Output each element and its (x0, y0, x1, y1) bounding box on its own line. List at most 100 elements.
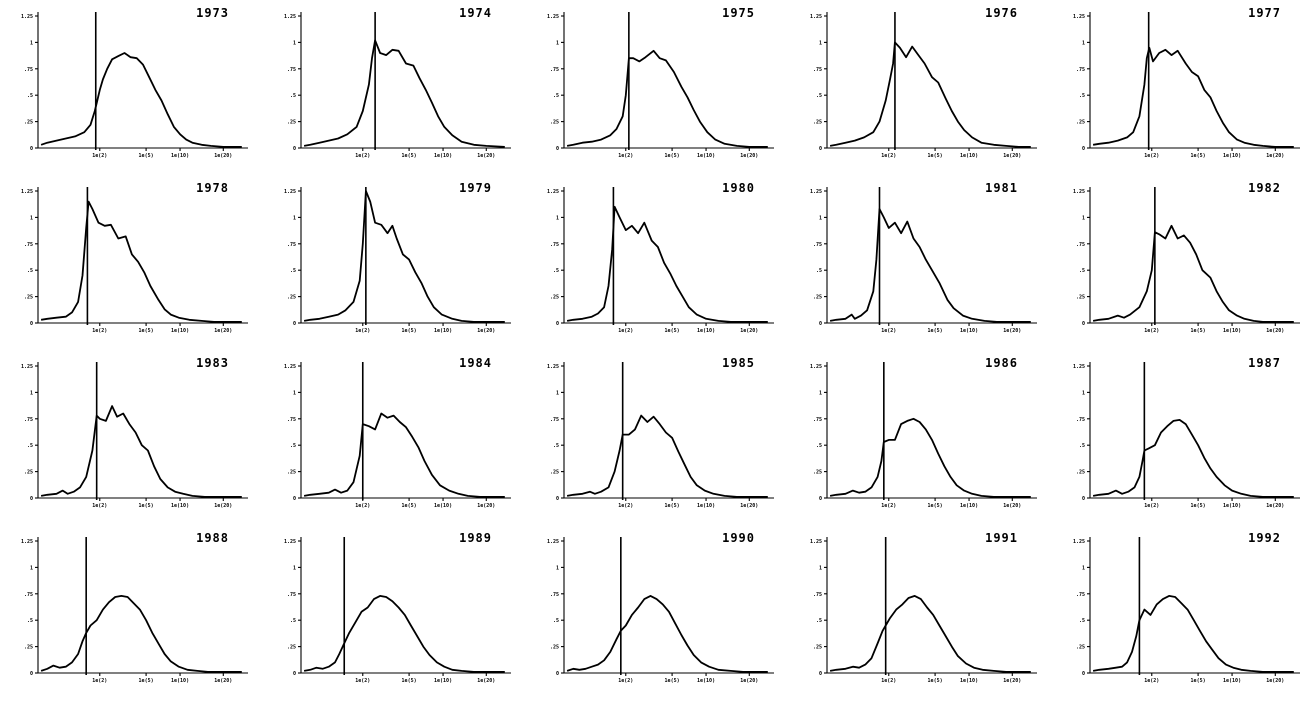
y-tick-label: 1 (1082, 40, 1085, 46)
x-tick-label: 1e(20) (214, 678, 232, 684)
x-tick-label: 1e(5) (139, 678, 154, 684)
chart-panel: 1987 0 .25 .5 .75 1 1.25 1e(2) 1e(5) 1e(10) 1e(20) (1052, 350, 1315, 525)
y-tick-label: .5 (816, 618, 822, 624)
x-tick-label: 1e(2) (1144, 678, 1159, 684)
y-tick-label: 1.25 (1073, 189, 1085, 195)
y-tick-label: .5 (816, 268, 822, 274)
x-tick-label: 1e(20) (1266, 153, 1284, 159)
y-tick-label: 1 (556, 390, 559, 396)
x-tick-label: 1e(2) (881, 153, 896, 159)
chart-svg: 0 .25 .5 .75 1 1.25 1e(2) 1e(5) 1e(10) 1e(20) (1073, 187, 1300, 334)
y-tick-label: 1.25 (810, 364, 822, 370)
x-tick-label: 1e(20) (1266, 328, 1284, 334)
x-tick-label: 1e(2) (618, 503, 633, 509)
chart-title: 1974 (459, 6, 492, 20)
y-tick-label: 1 (30, 215, 33, 221)
x-tick-label: 1e(10) (171, 328, 189, 334)
x-tick-label: 1e(20) (477, 328, 495, 334)
y-tick-label: .75 (1076, 242, 1085, 248)
x-tick-label: 1e(20) (214, 328, 232, 334)
y-tick-label: 1.25 (547, 14, 559, 20)
y-tick-label: .75 (24, 592, 33, 598)
y-tick-label: 1.25 (21, 364, 33, 370)
x-tick-label: 1e(2) (881, 678, 896, 684)
y-tick-label: .25 (813, 295, 822, 301)
x-tick-label: 1e(5) (928, 678, 943, 684)
chart-panel: 1983 0 .25 .5 .75 1 1.25 1e(2) 1e(5) 1e(10) 1e(20) (0, 350, 263, 525)
chart-title: 1980 (722, 181, 755, 195)
series-line (1092, 46, 1294, 148)
y-tick-label: .5 (290, 93, 296, 99)
chart-panel: 1984 0 .25 .5 .75 1 1.25 1e(2) 1e(5) 1e(10) 1e(20) (263, 350, 526, 525)
x-tick-label: 1e(5) (402, 678, 417, 684)
y-tick-label: .5 (290, 443, 296, 449)
y-tick-label: .75 (1076, 417, 1085, 423)
series-line (303, 412, 505, 498)
y-tick-label: .75 (1076, 67, 1085, 73)
x-tick-label: 1e(20) (740, 678, 758, 684)
y-tick-label: 0 (30, 671, 33, 677)
y-tick-label: .5 (816, 443, 822, 449)
y-tick-label: 1.25 (810, 539, 822, 545)
y-tick-label: 0 (819, 321, 822, 327)
chart-panel: 1977 0 .25 .5 .75 1 1.25 1e(2) 1e(5) 1e(10) 1e(20) (1052, 0, 1315, 175)
y-tick-label: .25 (1076, 295, 1085, 301)
chart-panel: 1979 0 .25 .5 .75 1 1.25 1e(2) 1e(5) 1e(10) 1e(20) (263, 175, 526, 350)
x-tick-label: 1e(20) (740, 328, 758, 334)
y-tick-label: 1.25 (21, 539, 33, 545)
chart-panel: 1985 0 .25 .5 .75 1 1.25 1e(2) 1e(5) 1e(10) 1e(20) (526, 350, 789, 525)
y-tick-label: 1 (1082, 565, 1085, 571)
x-tick-label: 1e(2) (618, 678, 633, 684)
chart-svg: 0 .25 .5 .75 1 1.25 1e(2) 1e(5) 1e(10) 1e(20) (810, 537, 1037, 684)
x-tick-label: 1e(2) (881, 503, 896, 509)
y-tick-label: 0 (293, 671, 296, 677)
y-tick-label: .25 (24, 645, 33, 651)
y-tick-label: 1.25 (284, 539, 296, 545)
chart-svg: 0 .25 .5 .75 1 1.25 1e(2) 1e(5) 1e(10) 1e(20) (547, 537, 774, 684)
chart-panel: 1988 0 .25 .5 .75 1 1.25 1e(2) 1e(5) 1e(10) 1e(20) (0, 525, 263, 700)
x-tick-label: 1e(5) (928, 503, 943, 509)
x-tick-label: 1e(20) (1266, 678, 1284, 684)
y-tick-label: .25 (550, 645, 559, 651)
y-tick-label: 0 (30, 146, 33, 152)
y-tick-label: 0 (293, 496, 296, 502)
y-tick-label: .5 (553, 268, 559, 274)
y-tick-label: 1.25 (1073, 14, 1085, 20)
chart-svg: 0 .25 .5 .75 1 1.25 1e(2) 1e(5) 1e(10) 1e(20) (810, 187, 1037, 334)
y-tick-label: .5 (1079, 268, 1085, 274)
y-tick-label: .25 (24, 470, 33, 476)
chart-svg: 0 .25 .5 .75 1 1.25 1e(2) 1e(5) 1e(10) 1e(20) (810, 12, 1037, 159)
x-tick-label: 1e(10) (1223, 678, 1241, 684)
x-tick-label: 1e(20) (214, 153, 232, 159)
x-tick-label: 1e(20) (477, 153, 495, 159)
y-tick-label: .25 (24, 120, 33, 126)
y-tick-label: .5 (1079, 93, 1085, 99)
y-tick-label: .25 (1076, 120, 1085, 126)
chart-svg: 0 .25 .5 .75 1 1.25 1e(2) 1e(5) 1e(10) 1e(20) (21, 12, 248, 159)
y-tick-label: 1 (556, 40, 559, 46)
x-tick-label: 1e(2) (355, 328, 370, 334)
y-tick-label: 1.25 (21, 14, 33, 20)
x-tick-label: 1e(20) (1003, 153, 1021, 159)
y-tick-label: .75 (550, 417, 559, 423)
x-tick-label: 1e(10) (1223, 153, 1241, 159)
chart-panel: 1986 0 .25 .5 .75 1 1.25 1e(2) 1e(5) 1e(10) 1e(20) (789, 350, 1052, 525)
chart-svg: 0 .25 .5 .75 1 1.25 1e(2) 1e(5) 1e(10) 1e(20) (21, 187, 248, 334)
y-tick-label: .75 (24, 417, 33, 423)
y-tick-label: .75 (813, 242, 822, 248)
chart-panel: 1976 0 .25 .5 .75 1 1.25 1e(2) 1e(5) 1e(10) 1e(20) (789, 0, 1052, 175)
x-tick-label: 1e(10) (171, 678, 189, 684)
y-tick-label: 0 (30, 496, 33, 502)
series-line (829, 41, 1031, 148)
y-tick-label: 1.25 (1073, 364, 1085, 370)
y-tick-label: .25 (287, 295, 296, 301)
x-tick-label: 1e(10) (434, 153, 452, 159)
chart-panel: 1974 0 .25 .5 .75 1 1.25 1e(2) 1e(5) 1e(10) 1e(20) (263, 0, 526, 175)
x-tick-label: 1e(2) (618, 153, 633, 159)
chart-panel: 1973 0 .25 .5 .75 1 1.25 1e(2) 1e(5) 1e(10) 1e(20) (0, 0, 263, 175)
chart-svg: 0 .25 .5 .75 1 1.25 1e(2) 1e(5) 1e(10) 1e(20) (547, 12, 774, 159)
chart-svg: 0 .25 .5 .75 1 1.25 1e(2) 1e(5) 1e(10) 1e(20) (1073, 362, 1300, 509)
chart-title: 1977 (1248, 6, 1281, 20)
y-tick-label: .75 (24, 242, 33, 248)
chart-title: 1978 (196, 181, 229, 195)
